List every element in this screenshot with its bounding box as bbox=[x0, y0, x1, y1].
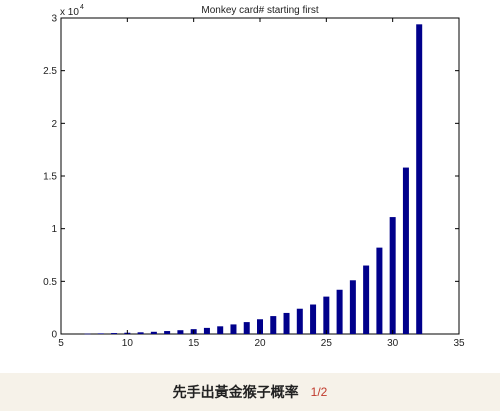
chart-title: Monkey card# starting first bbox=[201, 5, 318, 16]
x-tick-label-10: 10 bbox=[122, 338, 134, 349]
y-multiplier-exponent: 4 bbox=[80, 4, 84, 11]
bar-32 bbox=[416, 24, 423, 334]
y-tick-label-2: 1 bbox=[51, 224, 57, 235]
x-tick-label-20: 20 bbox=[254, 338, 266, 349]
x-tick-label-35: 35 bbox=[453, 338, 465, 349]
bar-22 bbox=[283, 312, 290, 334]
chart-figure: Monkey card# starting first x 10 4 5 10 15… bbox=[43, 4, 465, 349]
y-tick-label-5: 2.5 bbox=[43, 66, 57, 77]
plot-area bbox=[60, 17, 460, 335]
bar-13 bbox=[164, 331, 171, 334]
bar-19 bbox=[243, 322, 250, 334]
x-tick-label-15: 15 bbox=[188, 338, 200, 349]
y-axis: 0 0.5 1 1.5 2 2.5 3 bbox=[43, 14, 459, 341]
y-tick-label-3: 1.5 bbox=[43, 172, 57, 183]
bars-group bbox=[84, 24, 423, 335]
bar-16 bbox=[203, 327, 210, 334]
y-multiplier-text: x 10 bbox=[60, 7, 79, 18]
x-tick-label-30: 30 bbox=[387, 338, 399, 349]
bar-24 bbox=[310, 304, 317, 334]
bar-chart: Monkey card# starting first x 10 4 5 10 15… bbox=[43, 4, 465, 349]
page-indicator[interactable]: 1/2 bbox=[310, 385, 328, 399]
bar-18 bbox=[230, 324, 237, 334]
bar-27 bbox=[349, 280, 356, 334]
bar-23 bbox=[296, 308, 303, 334]
bar-7 bbox=[84, 333, 91, 335]
bar-17 bbox=[217, 326, 224, 334]
bar-12 bbox=[150, 331, 157, 334]
bar-29 bbox=[376, 247, 383, 334]
bar-31 bbox=[402, 167, 409, 334]
y-tick-label-6: 3 bbox=[51, 14, 57, 25]
x-tick-label-25: 25 bbox=[321, 338, 333, 349]
bar-20 bbox=[257, 319, 263, 334]
y-tick-label-1: 0.5 bbox=[43, 277, 57, 288]
bar-11 bbox=[137, 332, 144, 334]
bar-8 bbox=[97, 333, 104, 334]
bar-14 bbox=[177, 330, 184, 334]
y-tick-label-4: 2 bbox=[51, 119, 57, 130]
bar-30 bbox=[389, 217, 396, 334]
bar-9 bbox=[111, 333, 118, 334]
caption-bar: 先手出黃金猴子概率 1/2 bbox=[0, 373, 500, 411]
bar-26 bbox=[336, 289, 343, 334]
x-axis: 5 10 15 20 25 30 35 bbox=[58, 18, 465, 349]
x-tick-label-5: 5 bbox=[58, 338, 64, 349]
y-multiplier-label: x 10 4 bbox=[60, 4, 84, 18]
bar-28 bbox=[363, 265, 370, 334]
bar-21 bbox=[270, 316, 277, 334]
bar-25 bbox=[323, 296, 330, 334]
caption-text: 先手出黃金猴子概率 bbox=[172, 385, 299, 401]
y-tick-label-0: 0 bbox=[51, 330, 57, 341]
